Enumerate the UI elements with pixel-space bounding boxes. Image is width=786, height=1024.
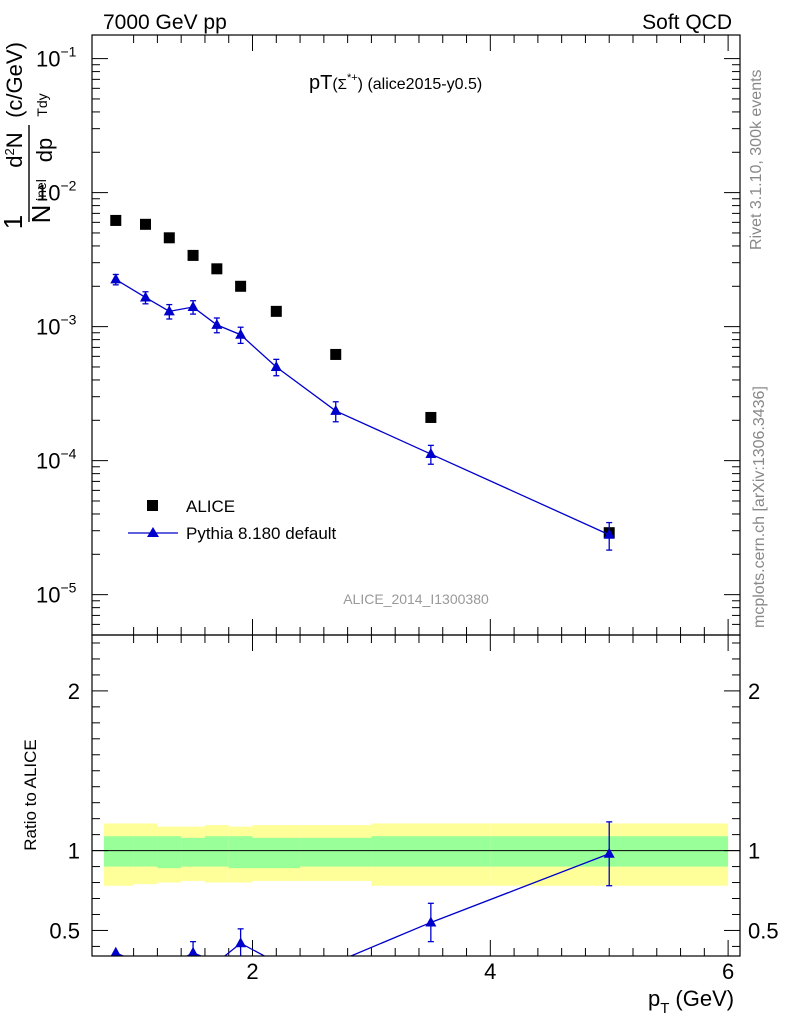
pythia-data-point — [163, 305, 175, 316]
alice-data-point — [425, 411, 437, 423]
ratio-y-tick-label-right: 0.5 — [748, 918, 779, 943]
legend-label-alice: ALICE — [186, 497, 235, 516]
svg-text:dp: dp — [32, 138, 57, 162]
ratio-panel: Ratio to ALICE 0.5 0.5 1 1 2 2 2 4 6 — [21, 634, 779, 984]
pythia-data-point — [603, 528, 615, 539]
y-tick-label: 10−3 — [36, 312, 77, 340]
ratio-data-point — [140, 960, 151, 970]
uncertainty-band-green — [181, 837, 205, 867]
pythia-data-point — [235, 328, 247, 339]
ratio-clip-group — [110, 821, 615, 970]
ratio-data-point — [330, 956, 341, 966]
ratio-data-point — [211, 956, 222, 966]
header-left: 7000 GeV pp — [103, 11, 227, 34]
main-ticks — [92, 35, 740, 635]
alice-data-point — [140, 218, 152, 230]
legend-marker-pythia — [147, 527, 159, 537]
ratio-y-tick-label-right: 2 — [748, 679, 760, 704]
pythia-data-point — [270, 360, 282, 371]
legend-label-pythia: Pythia 8.180 default — [186, 524, 337, 543]
main-y-tick-labels: 10−5 10−4 10−3 10−2 10−1 — [36, 44, 77, 608]
legend: ALICE Pythia 8.180 default — [128, 497, 337, 543]
svg-text:N: N — [26, 205, 56, 224]
ratio-data-point — [271, 956, 282, 966]
x-tick-label: 2 — [246, 959, 258, 984]
alice-data-point — [110, 214, 122, 226]
uncertainty-band-green — [103, 836, 134, 867]
alice-data-point — [235, 280, 247, 292]
uncertainty-band-green — [133, 836, 158, 867]
main-frame — [91, 34, 741, 636]
x-axis-title: pT (GeV) — [648, 986, 734, 1017]
ratio-data-point — [425, 916, 437, 927]
ratio-y-axis-title: Ratio to ALICE — [21, 739, 40, 851]
uncertainty-band-green — [157, 836, 182, 869]
ratio-y-tick-label-right: 1 — [748, 839, 760, 864]
ratio-line — [115, 853, 610, 956]
uncertainty-band-green — [228, 836, 253, 869]
ratio-data-point — [110, 946, 121, 956]
x-tick-label: 4 — [484, 959, 496, 984]
svg-text:Tdy: Tdy — [34, 93, 50, 116]
x-tick-label: 6 — [722, 959, 734, 984]
ratio-data-point — [235, 937, 247, 948]
pythia-data-point — [140, 291, 152, 302]
alice-data-point — [330, 348, 342, 360]
ratio-data-point — [603, 847, 615, 858]
main-series — [110, 214, 615, 551]
mcplots-text: mcplots.cern.ch [arXiv:1306.3436] — [751, 386, 768, 628]
ratio-y-tick-label: 0.5 — [49, 918, 80, 943]
main-panel: 10−5 10−4 10−3 10−2 10−1 pT(Σ*+) (alice2015-… — [0, 34, 741, 636]
alice-data-point — [187, 249, 199, 261]
plot-title: pT(Σ*+) (alice2015-y0.5) — [309, 72, 482, 94]
ratio-y-tick-label: 1 — [68, 839, 80, 864]
ratio-tick-labels: 0.5 0.5 1 1 2 2 2 4 6 — [49, 679, 778, 984]
uncertainty-band-green — [300, 837, 372, 867]
ratio-y-tick-label: 2 — [68, 679, 80, 704]
legend-marker-alice — [147, 500, 158, 511]
y-tick-label: 10−4 — [36, 446, 77, 474]
alice-data-point — [211, 263, 223, 275]
main-y-axis-title: 1 N inel d2N dp Tdy (c/GeV) — [0, 42, 57, 229]
uncertainty-band-green — [204, 836, 229, 867]
ratio-series — [110, 821, 615, 970]
rivet-version-text: Rivet 3.1.10, 300k events — [748, 69, 765, 250]
ratio-data-point — [188, 946, 199, 956]
alice-data-point — [270, 305, 282, 317]
svg-text:inel: inel — [33, 179, 49, 201]
pythia-data-point — [211, 318, 223, 329]
pythia-line — [115, 278, 610, 536]
uncertainty-band-green — [252, 837, 301, 869]
y-tick-label: 10−2 — [36, 178, 77, 206]
ratio-data-point — [164, 960, 175, 970]
pythia-data-point — [110, 273, 122, 284]
ratio-ticks — [92, 635, 740, 956]
pythia-data-point — [187, 301, 199, 312]
header-right: Soft QCD — [642, 11, 732, 34]
y-tick-label: 10−5 — [36, 580, 77, 608]
analysis-tag: ALICE_2014_I1300380 — [343, 591, 489, 607]
ratio-bands — [103, 823, 729, 886]
alice-data-point — [163, 232, 175, 244]
uncertainty-band-green — [371, 836, 491, 867]
ratio-frame — [91, 634, 741, 957]
svg-text:(c/GeV): (c/GeV) — [2, 42, 27, 118]
pythia-data-point — [330, 404, 342, 415]
svg-text:1: 1 — [0, 215, 28, 229]
svg-text:d2N: d2N — [2, 132, 27, 167]
pythia-data-point — [425, 448, 437, 459]
y-tick-label: 10−1 — [36, 44, 77, 72]
